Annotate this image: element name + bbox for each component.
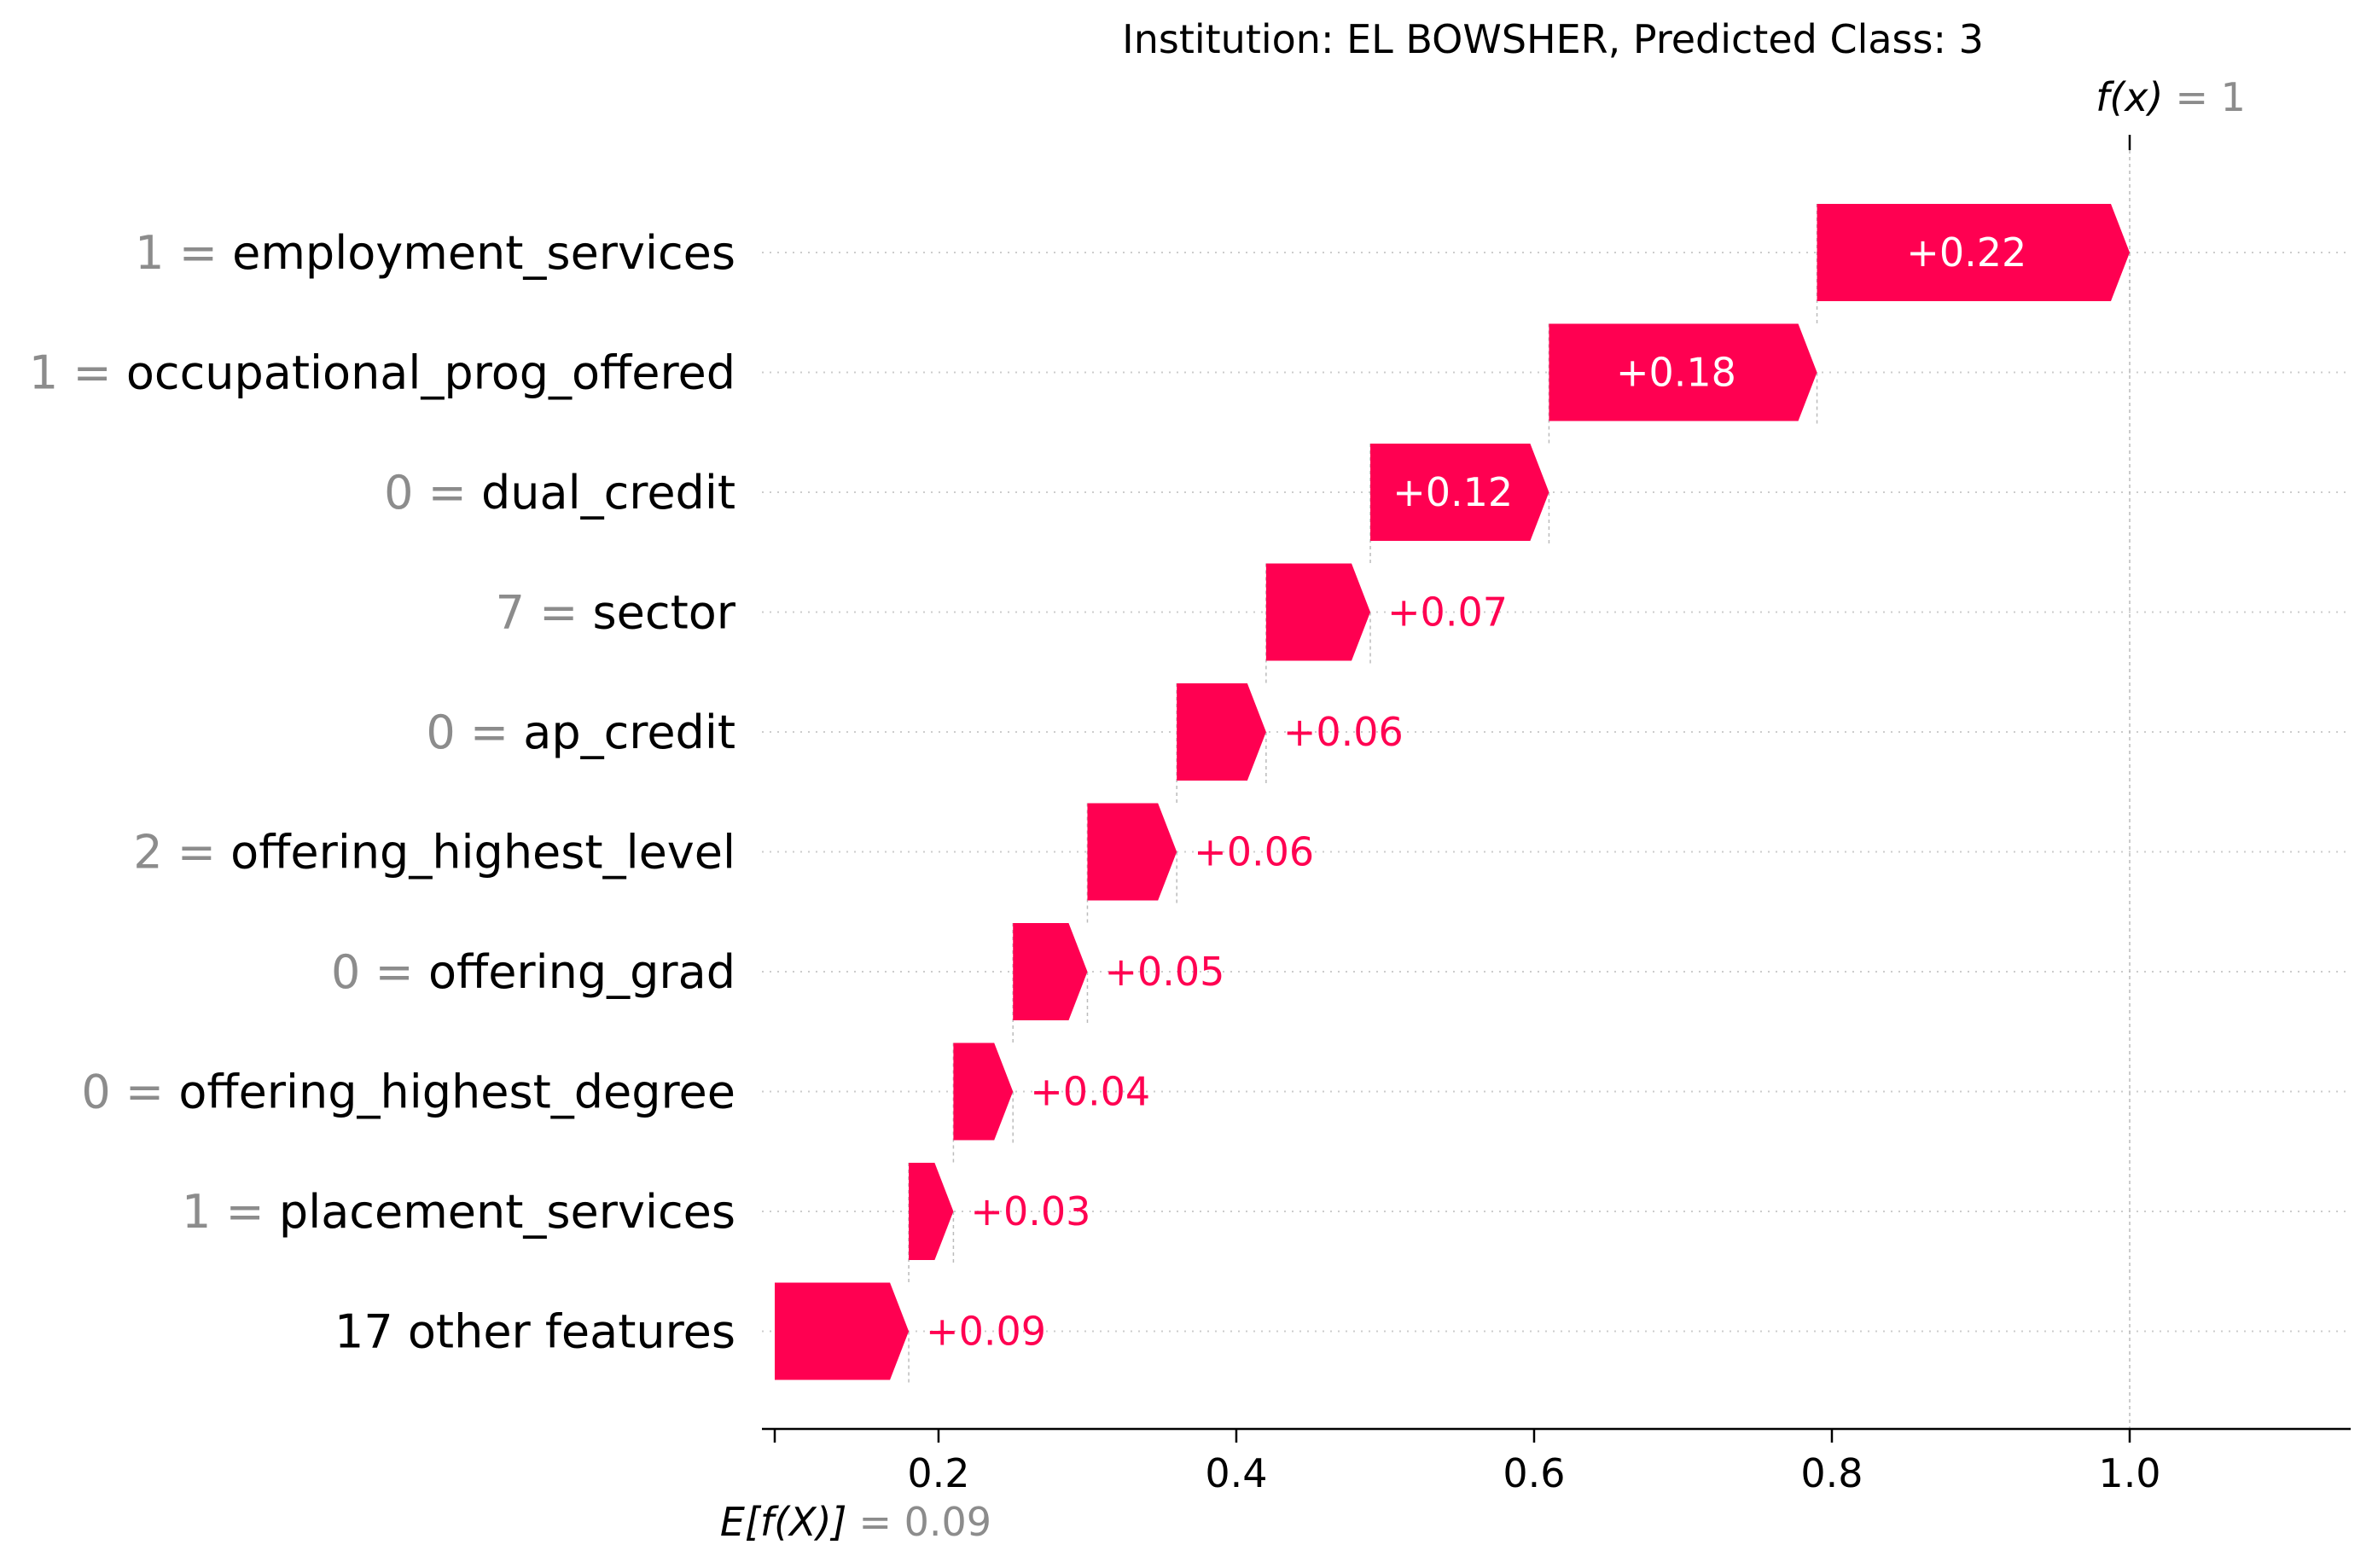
x-tick-label: 1.0: [2098, 1450, 2160, 1496]
output-value: = 1: [2175, 74, 2245, 120]
feature-value: 1 =: [182, 1185, 279, 1239]
bar-value-label: +0.18: [1616, 350, 1736, 396]
feature-value: 1 =: [135, 226, 232, 280]
bar-offering-grad: [1013, 923, 1088, 1020]
x-tick-label: 0.8: [1800, 1450, 1863, 1496]
feature-value: 0 =: [426, 706, 523, 759]
feature-label: 1 = employment_services: [135, 226, 735, 280]
feature-value: 1 =: [29, 346, 126, 400]
bar-offering-highest-degree: [953, 1042, 1014, 1141]
bar-value-label: +0.04: [1030, 1069, 1150, 1115]
bar-value-label: +0.22: [1906, 229, 2026, 276]
bar-value-label: +0.05: [1104, 949, 1224, 995]
x-tick-label: 0.2: [907, 1450, 969, 1496]
feature-value: 0 =: [384, 466, 481, 520]
base-label: E[f(X)]: [720, 1499, 847, 1545]
bar-occupational-prog-offered: [1549, 323, 1817, 421]
feature-label: 0 = dual_credit: [384, 466, 735, 520]
feature-value: 0 =: [81, 1066, 178, 1119]
bar-17-other-features: [775, 1282, 910, 1380]
x-tick-label: 0.6: [1503, 1450, 1565, 1496]
bar-value-label: +0.06: [1283, 709, 1404, 755]
feature-label: 0 = ap_credit: [426, 706, 735, 759]
feature-label: 0 = offering_grad: [331, 945, 735, 999]
feature-label: 1 = occupational_prog_offered: [29, 346, 735, 400]
base-value: = 0.09: [858, 1499, 991, 1545]
feature-label: 1 = placement_services: [182, 1185, 735, 1239]
bar-value-label: +0.09: [926, 1309, 1046, 1355]
feature-label: 17 other features: [334, 1305, 735, 1359]
x-axis: 0.2 0.4 0.6 0.8 1.0: [762, 135, 2351, 1496]
bar-value-label: +0.06: [1194, 829, 1314, 875]
bar-placement-services: [909, 1163, 954, 1260]
feature-name: dual_credit: [481, 466, 735, 520]
feature-name: sector: [593, 586, 736, 640]
feature-value: 0 =: [331, 945, 428, 999]
feature-name: employment_services: [232, 226, 735, 280]
feature-name: 17 other features: [334, 1305, 735, 1359]
bar-sector: [1265, 563, 1371, 661]
base-value-annotation: E[f(X)] = 0.09: [720, 1499, 991, 1545]
bar-value-label: +0.03: [970, 1188, 1090, 1234]
output-label: f(x): [2096, 74, 2163, 120]
feature-name: offering_highest_degree: [178, 1066, 735, 1119]
annotations: f(x) = 1 E[f(X)] = 0.09: [720, 74, 2246, 1545]
x-tick-label: 0.4: [1205, 1450, 1267, 1496]
feature-value: 2 =: [133, 826, 230, 880]
feature-name: offering_highest_level: [230, 826, 735, 880]
feature-name: ap_credit: [523, 706, 735, 759]
bar-value-label: +0.07: [1387, 589, 1508, 636]
feature-label: 0 = offering_highest_degree: [81, 1066, 735, 1119]
bars: +0.22 +0.18 +0.12 +0.07 +0.06 +0.06 +0.05 +0.04…: [775, 204, 2130, 1380]
chart-title: Institution: EL BOWSHER, Predicted Class…: [1122, 16, 1984, 62]
output-value-annotation: f(x) = 1: [2096, 74, 2246, 120]
feature-value: 7 =: [496, 586, 593, 640]
connector-lines: [908, 136, 2131, 1429]
feature-name: occupational_prog_offered: [126, 346, 735, 400]
bar-ap-credit: [1177, 683, 1266, 781]
feature-label: 2 = offering_highest_level: [133, 826, 735, 880]
bar-value-label: +0.12: [1392, 469, 1513, 515]
bar-offering-highest-level: [1087, 803, 1177, 901]
bar-dual-credit: [1370, 444, 1549, 541]
feature-label: 7 = sector: [496, 586, 736, 640]
bar-employment-services: [1817, 204, 2130, 301]
feature-name: offering_grad: [428, 945, 735, 999]
feature-name: placement_services: [279, 1185, 735, 1239]
